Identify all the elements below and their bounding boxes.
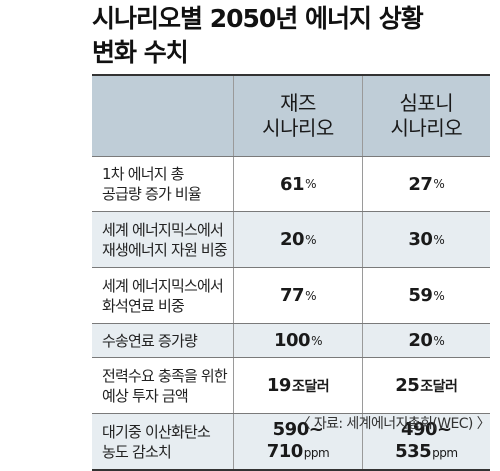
symphony-value-unit: 조달러	[420, 378, 458, 395]
row-label-line-1: 1차 에너지 총	[102, 165, 184, 183]
jazz-value: 19 조달러	[233, 358, 361, 413]
row-label-line-2: 화석연료 비중	[102, 296, 185, 315]
header-symphony-scenario: 심포니 시나리오	[361, 76, 490, 156]
table-row: 수송연료 증가량 100% 20%	[92, 324, 490, 358]
symphony-value-unit: %	[433, 177, 445, 191]
table-row: 세계 에너지믹스에서 재생에너지 자원 비중 20% 30%	[92, 212, 490, 268]
row-label: 대기중 이산화탄소 농도 감소치	[92, 422, 233, 462]
title-line-1: 시나리오별 2050년 에너지 상황	[92, 4, 424, 33]
source-note: 〈 자료: 세계에너지총회(WEC) 〉	[296, 416, 491, 432]
jazz-value-range-start: 590~	[272, 419, 324, 440]
symphony-value-unit: %	[433, 232, 445, 247]
jazz-value-unit: %	[305, 232, 316, 247]
symphony-value: 27%	[361, 157, 490, 211]
row-label-line-1: 대기중 이산화탄소	[102, 422, 211, 441]
table-row: 세계 에너지믹스에서 화석연료 비중 77% 59%	[92, 268, 490, 324]
row-label: 세계 에너지믹스에서 화석연료 비중	[92, 276, 233, 316]
header-jazz-scenario: 재즈 시나리오	[233, 76, 361, 156]
symphony-value-number: 30	[408, 229, 433, 250]
table-row: 전력수요 충족을 위한 예상 투자 금액 19 조달러 25 조달러	[92, 358, 490, 414]
jazz-value-range-end: 710	[266, 441, 304, 462]
jazz-value: 20%	[233, 212, 361, 267]
symphony-value-unit: ppm	[432, 446, 458, 460]
jazz-value-unit: %	[305, 177, 316, 191]
symphony-value: 20%	[361, 324, 490, 357]
row-label-line-1: 세계 에너지믹스에서	[102, 220, 224, 239]
jazz-value-unit: ppm	[303, 446, 330, 460]
row-label: 수송연료 증가량	[92, 331, 233, 351]
table-row: 1차 에너지 총 공급량 증가 비율 61% 27%	[92, 157, 490, 212]
jazz-value-number: 19	[266, 375, 292, 396]
row-label-line-2: 재생에너지 자원 비중	[102, 240, 228, 259]
symphony-value-number: 25	[395, 375, 420, 396]
row-label-line-2: 예상 투자 금액	[102, 386, 189, 405]
title-line-2: 변화 수치	[92, 38, 189, 67]
page-title: 시나리오별 2050년 에너지 상황 변화 수치	[92, 2, 492, 70]
symphony-value-unit: %	[433, 288, 445, 303]
row-label: 1차 에너지 총 공급량 증가 비율	[92, 164, 233, 204]
scenario-table: 재즈 시나리오 심포니 시나리오 1차 에너지 총 공급량 증가 비율 61%	[92, 74, 490, 471]
header-jazz-line-1: 재즈	[280, 91, 316, 115]
table-header-row: 재즈 시나리오 심포니 시나리오	[92, 76, 490, 157]
jazz-value-unit: %	[305, 288, 316, 303]
header-jazz-line-2: 시나리오	[262, 116, 334, 140]
symphony-value-range-start: 490~	[400, 419, 452, 440]
row-label: 전력수요 충족을 위한 예상 투자 금액	[92, 366, 233, 406]
symphony-value-number: 20	[408, 330, 433, 351]
symphony-value: 59%	[361, 268, 490, 323]
symphony-value: 25 조달러	[361, 358, 490, 413]
jazz-value: 100%	[233, 324, 361, 357]
symphony-value-range-end: 535	[395, 441, 432, 462]
row-label-line-2: 농도 감소치	[102, 442, 172, 461]
jazz-value-number: 77	[280, 285, 305, 306]
symphony-value-number: 27	[408, 173, 433, 195]
symphony-value: 30%	[361, 212, 490, 267]
jazz-value-number: 61	[280, 173, 305, 195]
row-label-line-1: 전력수요 충족을 위한	[102, 366, 228, 385]
jazz-value-unit: %	[311, 333, 322, 348]
jazz-value-number: 20	[280, 229, 305, 250]
header-symphony-line-1: 심포니	[399, 91, 454, 115]
infographic: 시나리오별 2050년 에너지 상황 변화 수치 재즈 시나리오 심포니 시나리…	[92, 2, 492, 471]
row-label-line-1: 수송연료 증가량	[102, 331, 198, 350]
symphony-value-number: 59	[408, 285, 433, 306]
jazz-value: 61%	[233, 157, 361, 211]
row-label: 세계 에너지믹스에서 재생에너지 자원 비중	[92, 220, 233, 260]
row-label-line-1: 세계 에너지믹스에서	[102, 276, 224, 295]
jazz-value-unit: 조달러	[291, 378, 330, 395]
symphony-value-unit: %	[433, 333, 445, 348]
header-symphony-line-2: 시나리오	[390, 116, 463, 140]
row-label-line-2: 공급량 증가 비율	[102, 185, 202, 203]
jazz-value-number: 100	[273, 330, 311, 351]
jazz-value: 77%	[233, 268, 361, 323]
